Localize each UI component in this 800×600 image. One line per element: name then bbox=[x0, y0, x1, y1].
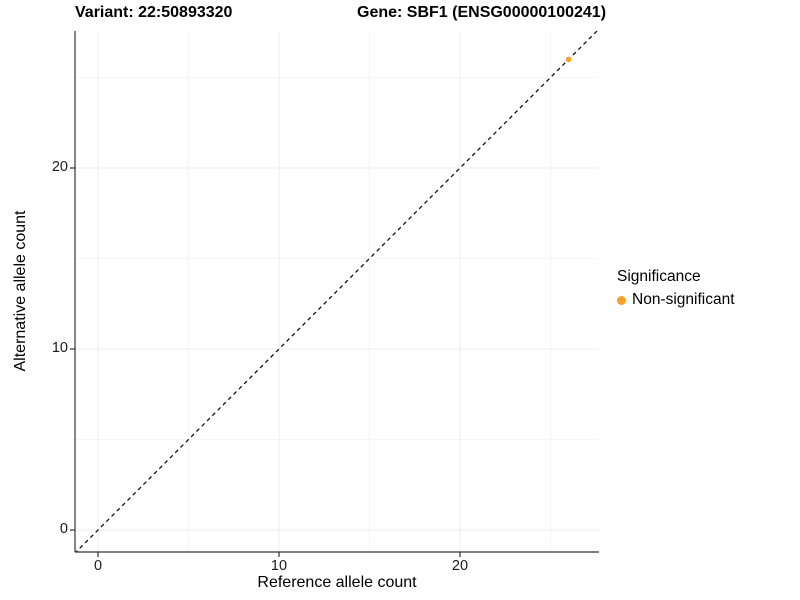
legend: Significance Non-significant bbox=[617, 268, 735, 309]
legend-item-label: Non-significant bbox=[632, 291, 735, 308]
y-tick-label-0: 0 bbox=[59, 521, 68, 537]
legend-item-non-significant: Non-significant bbox=[617, 291, 735, 309]
y-tick-label-20: 20 bbox=[51, 159, 68, 175]
x-tick-label-0: 0 bbox=[93, 558, 103, 574]
legend-title: Significance bbox=[617, 268, 701, 285]
gene-title: Gene: SBF1 (ENSG00000100241) bbox=[357, 4, 607, 21]
legend-dot-icon bbox=[617, 295, 626, 305]
variant-title: Variant: 22:50893320 bbox=[75, 4, 233, 21]
x-axis-label: Reference allele count bbox=[257, 574, 417, 591]
x-tick-label-20: 20 bbox=[451, 558, 469, 574]
y-tick-label-10: 10 bbox=[51, 340, 68, 356]
data-point bbox=[565, 56, 572, 63]
identity-dashed-line bbox=[75, 31, 598, 552]
x-tick-label-10: 10 bbox=[270, 558, 288, 574]
